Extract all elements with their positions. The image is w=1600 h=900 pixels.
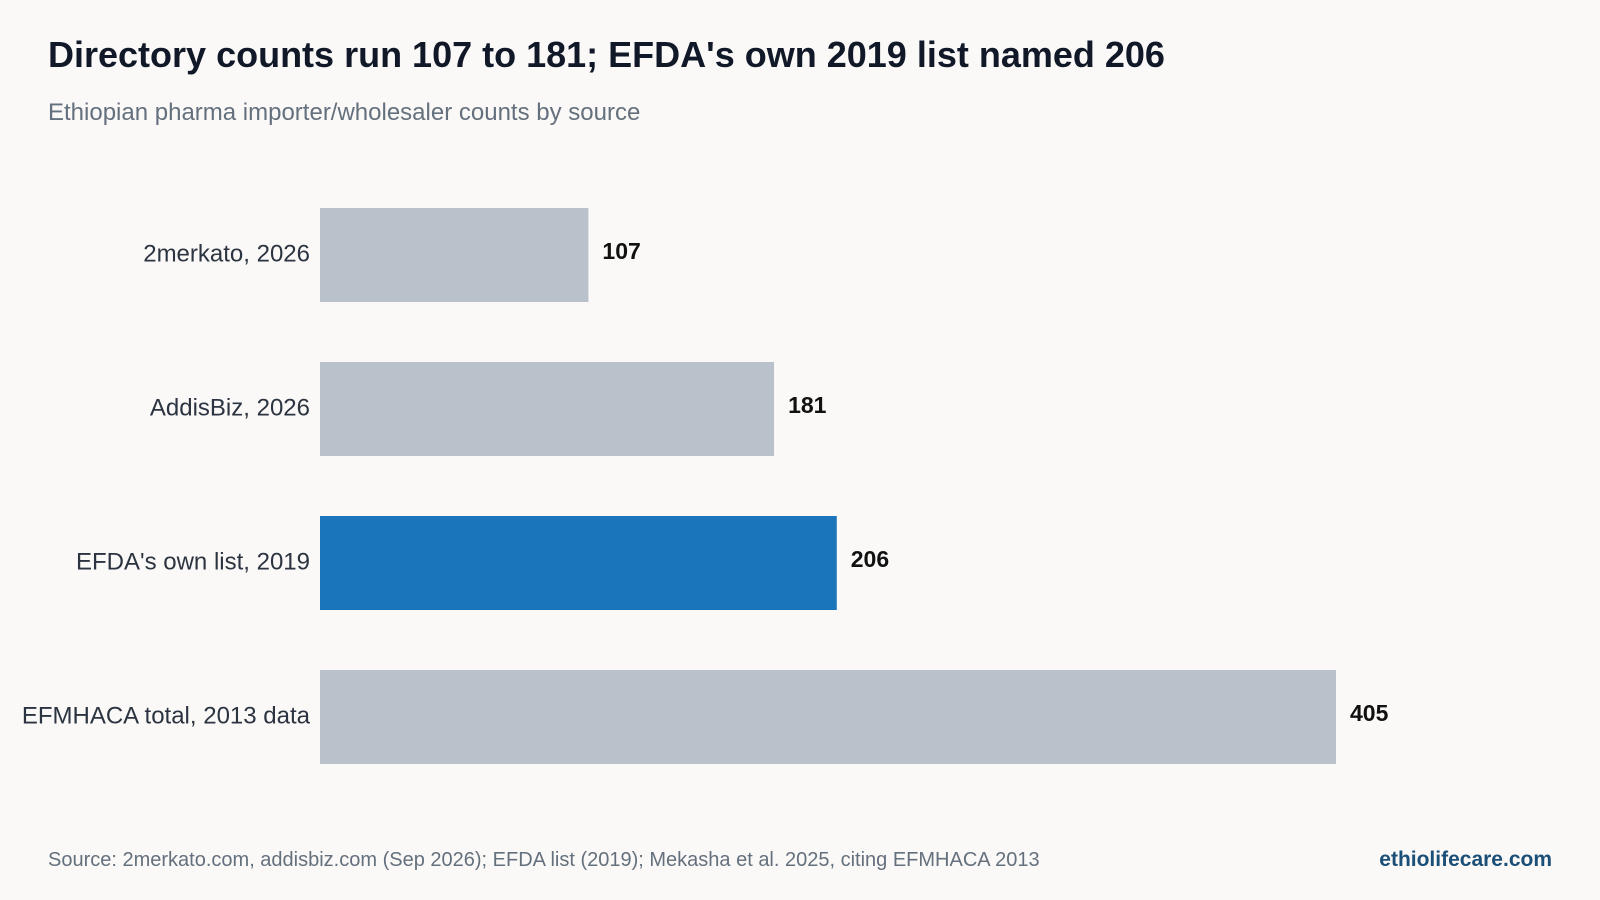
- brand-link[interactable]: ethiolifecare.com: [1379, 848, 1552, 871]
- bars-group: 2merkato, 2026 107 AddisBiz, 2026 181 EFDA's…: [22, 208, 1389, 764]
- category-label-2: EFDA's own list, 2019: [76, 548, 310, 575]
- chart-subtitle: Ethiopian pharma importer/wholesaler cou…: [48, 99, 641, 126]
- value-label-0: 107: [602, 238, 640, 264]
- category-label-0: 2merkato, 2026: [143, 240, 310, 267]
- bar-2: [320, 516, 837, 610]
- bar-1: [320, 362, 775, 456]
- bar-0: [320, 208, 589, 302]
- chart-title: Directory counts run 107 to 181; EFDA's …: [48, 34, 1165, 75]
- category-label-3: EFMHACA total, 2013 data: [22, 702, 311, 729]
- value-label-1: 181: [788, 392, 827, 418]
- value-label-3: 405: [1350, 700, 1389, 726]
- value-label-2: 206: [851, 546, 889, 572]
- bar-3: [320, 670, 1336, 764]
- source-note: Source: 2merkato.com, addisbiz.com (Sep …: [48, 849, 1040, 871]
- category-label-1: AddisBiz, 2026: [150, 394, 310, 421]
